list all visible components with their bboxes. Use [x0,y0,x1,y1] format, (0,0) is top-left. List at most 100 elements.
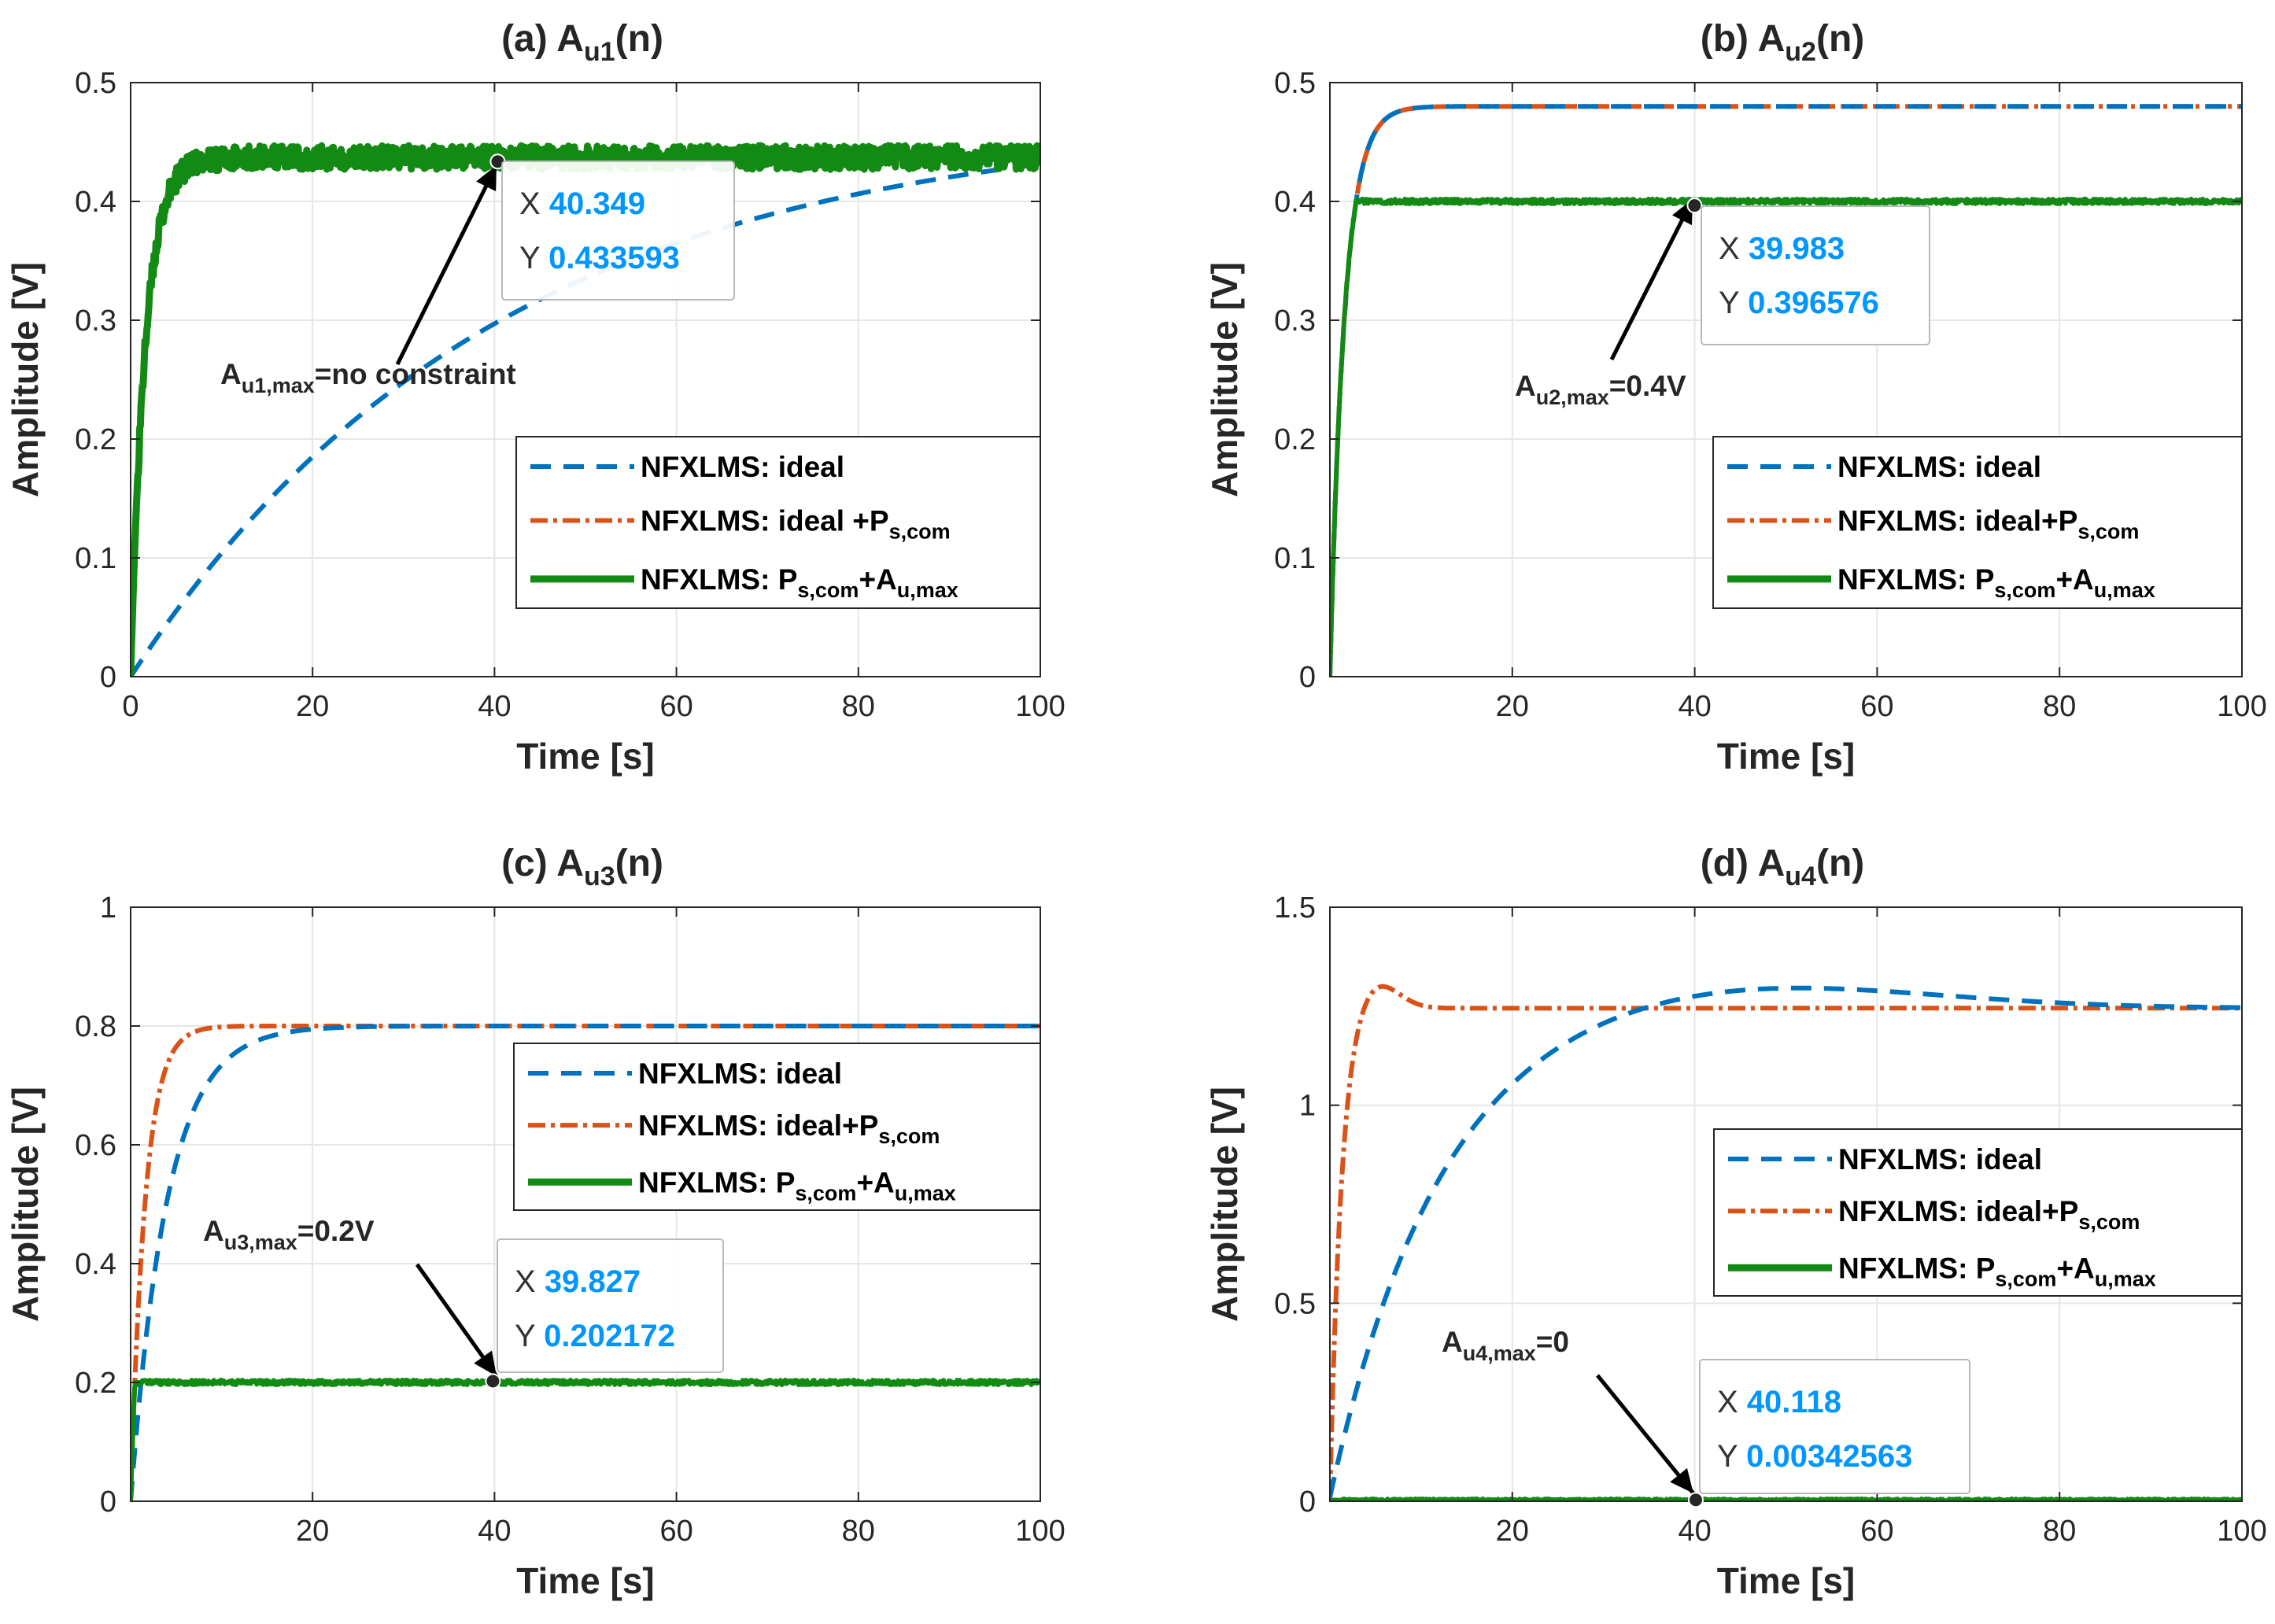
x-axis-label: Time [s] [1717,1560,1856,1601]
x-tick-label: 80 [842,690,875,723]
x-axis-label: Time [s] [1717,736,1856,777]
title-main: (d) A [1701,843,1786,884]
title-main: (c) A [501,843,584,884]
datatip[interactable]: X 39.983 Y 0.396576 [1701,205,1930,345]
datatip-y-label: Y [1717,1439,1738,1474]
datatip-spacer [541,186,549,221]
title-subscript: u3 [584,862,615,891]
legend-label: NFXLMS: P [1837,563,1994,596]
legend-label: NFXLMS: ideal+P [638,1109,878,1142]
y-tick-label: 0 [1299,1486,1316,1519]
y-tick-label: 0.5 [75,67,116,100]
datatip-marker[interactable] [1686,197,1703,214]
y-tick-label: 0.2 [75,1367,116,1400]
title-main: (b) A [1701,18,1786,60]
legend-subscript: s,com [878,1124,940,1148]
annotation-arrow-shaft [1609,197,1695,361]
legend-mid: +A [856,1166,894,1198]
annotation-tail: =0.2V [297,1215,375,1247]
y-axis-label: Amplitude [V] [5,1087,46,1322]
annotation-arrow-head [476,165,497,192]
legend-subscript: s,com [2078,1210,2140,1234]
legend-entry-ideal: NFXLMS: ideal [641,451,844,483]
datatip-y-label: Y [519,241,540,275]
y-axis-label: Amplitude [V] [1204,262,1245,497]
series-line-constrained [131,1378,1040,1501]
legend-label: NFXLMS: ideal [641,451,844,483]
datatip-x-value: 39.827 [545,1264,641,1299]
datatip-y-value: 0.396576 [1748,286,1879,320]
legend-entry-constrained: NFXLMS: Ps,com+Au,max [638,1166,956,1205]
datatip[interactable]: X 40.118 Y 0.00342563 [1699,1359,1970,1494]
legend-mid: +A [2056,1252,2094,1284]
panel-title: (c) Au3(n) [501,843,663,891]
x-tick-label: 60 [659,1515,692,1548]
title-tail: (n) [1816,18,1864,60]
x-tick-label: 20 [296,690,329,723]
legend-entry-ideal_ps: NFXLMS: ideal+Ps,com [638,1109,940,1148]
y-tick-label: 0.4 [75,186,116,219]
x-tick-label: 40 [478,690,511,723]
y-tick-label: 1 [1299,1090,1316,1123]
datatip-box [501,161,735,301]
legend-subscript-2: u,max [895,1181,956,1205]
datatip-x-value: 40.349 [549,186,645,221]
legend-subscript-2: u,max [2094,578,2155,602]
series-line-ideal_ps [1330,984,2242,1497]
datatip-y-label: Y [515,1319,535,1353]
x-tick-label: 20 [1496,690,1529,723]
datatip-spacer [1738,1439,1746,1474]
series-line-ideal [131,1024,1040,1501]
x-tick-label: 40 [1678,690,1711,723]
constraint-annotation: Au2,max=0.4V [1515,370,1686,409]
legend-entry-constrained: NFXLMS: Ps,com+Au,max [1837,563,2155,602]
datatip[interactable]: X 39.827 Y 0.202172 [497,1238,724,1373]
constraint-annotation: Au3,max=0.2V [203,1215,375,1254]
legend-subscript: s,com [1995,1267,2056,1290]
y-tick-label: 0.2 [1274,423,1316,456]
panel-title: (d) Au4(n) [1701,843,1865,891]
annotation-arrow-head [474,1350,497,1376]
datatip-y-row: Y 0.433593 [519,241,680,275]
annotation-tail: =no constraint [315,358,516,390]
legend-mid: +A [2055,563,2093,596]
title-subscript: u2 [1785,37,1816,67]
legend-label: NFXLMS: ideal +P [641,504,889,537]
legend-entry-constrained: NFXLMS: Ps,com+Au,max [1838,1252,2156,1290]
datatip-y-label: Y [1719,286,1739,320]
axes-box [1329,82,2243,677]
datatip-box [1699,1359,1970,1494]
legend-subscript: s,com [889,519,951,543]
annotation-main: A [220,358,242,390]
datatip[interactable]: X 40.349 Y 0.433593 [501,161,735,301]
datatip-marker[interactable] [485,1373,501,1390]
y-tick-label: 0.6 [75,1129,116,1162]
y-tick-label: 0.1 [1274,542,1316,575]
y-tick-label: 0.4 [75,1248,116,1281]
legend-entry-constrained: NFXLMS: Ps,com+Au,max [641,563,958,602]
datatip-y-value: 0.202172 [544,1319,675,1353]
annotation-subscript: u3,max [224,1231,297,1254]
y-tick-label: 0.5 [1274,1287,1316,1320]
x-tick-label: 80 [2043,1515,2076,1548]
y-tick-label: 0.4 [1274,186,1316,219]
legend-label: NFXLMS: P [1838,1252,1995,1284]
panel-title: (a) Au1(n) [501,18,663,67]
legend-entry-ideal_ps: NFXLMS: ideal+Ps,com [1837,504,2139,543]
annotation-arrow-shaft [1596,1374,1695,1495]
y-tick-label: 0.1 [75,542,116,575]
legend-label: NFXLMS: ideal [1838,1143,2042,1176]
series-line-ideal [1330,104,2242,677]
datatip-x-value: 39.983 [1749,231,1845,266]
datatip-marker[interactable] [1687,1492,1704,1508]
legend-label: NFXLMS: P [638,1166,795,1198]
panel-b: 20 40 60 80 100 0 0.1 0.2 0.3 0.4 0.5 Time [s] Ampli… [1204,18,2267,777]
datatip-y-value: 0.433593 [548,241,680,275]
datatip-x-row: X 40.349 [519,186,645,221]
datatip-box [497,1238,724,1373]
datatip-x-row: X 39.827 [515,1264,641,1299]
annotation-subscript: u2,max [1536,386,1609,409]
datatip-x-row: X 40.118 [1717,1385,1841,1419]
